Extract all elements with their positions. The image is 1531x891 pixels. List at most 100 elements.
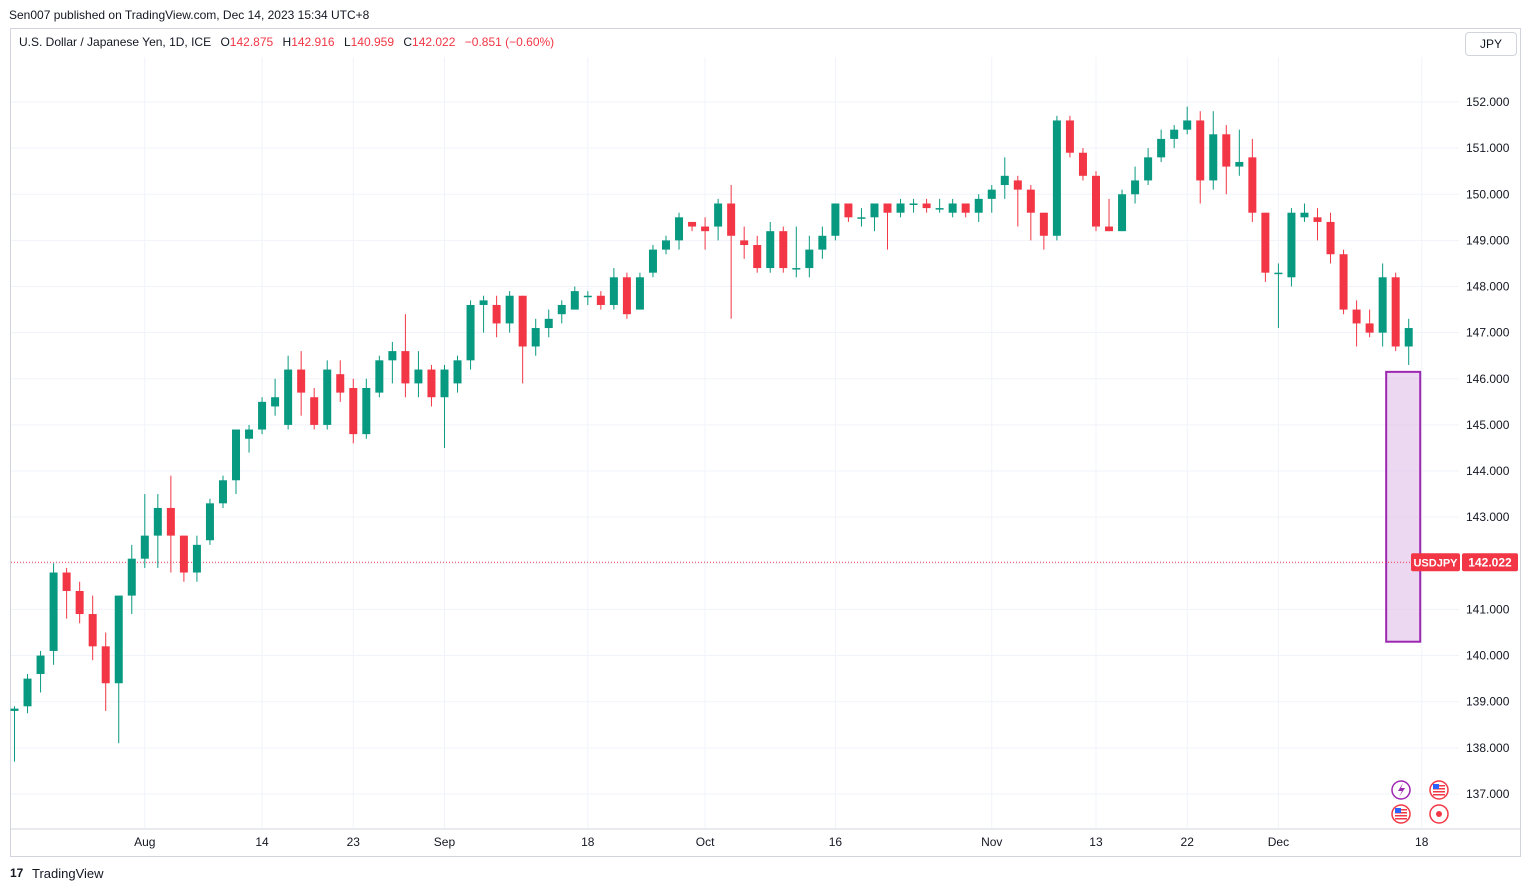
candle-body[interactable] (1391, 277, 1400, 347)
candle-body[interactable] (401, 351, 410, 384)
candle-body[interactable] (1144, 157, 1153, 181)
candle-body[interactable] (349, 388, 358, 435)
candle-body[interactable] (440, 369, 449, 398)
candle-body[interactable] (1300, 212, 1309, 218)
candle-body[interactable] (1248, 157, 1257, 213)
candle-body[interactable] (10, 708, 19, 711)
candle-body[interactable] (1287, 212, 1296, 278)
candle-body[interactable] (1326, 221, 1335, 255)
candle-body[interactable] (831, 203, 840, 236)
candle-body[interactable] (127, 558, 136, 596)
candle-body[interactable] (662, 240, 670, 250)
candle-body[interactable] (323, 369, 332, 425)
us-flag-event-icon[interactable] (1429, 780, 1449, 800)
candle-body[interactable] (896, 203, 905, 213)
candle-body[interactable] (1209, 134, 1218, 181)
candle-body[interactable] (857, 217, 866, 219)
candle-body[interactable] (271, 397, 280, 407)
candle-body[interactable] (909, 203, 918, 205)
candle-body[interactable] (23, 678, 32, 707)
candle-body[interactable] (740, 240, 749, 246)
candle-body[interactable] (1170, 129, 1179, 139)
candle-body[interactable] (310, 397, 319, 425)
candle-body[interactable] (140, 535, 149, 559)
legend-symbol[interactable]: U.S. Dollar / Japanese Yen, 1D, ICE (19, 35, 212, 49)
candle-body[interactable] (375, 360, 384, 393)
candle-body[interactable] (179, 535, 188, 573)
candle-body[interactable] (714, 203, 723, 227)
candle-body[interactable] (753, 245, 762, 269)
candle-body[interactable] (505, 295, 514, 324)
candle-body[interactable] (1026, 189, 1035, 213)
candle-body[interactable] (258, 401, 267, 430)
candle-body[interactable] (297, 369, 306, 393)
candle-body[interactable] (205, 503, 214, 541)
candle-body[interactable] (805, 249, 814, 269)
candle-body[interactable] (232, 429, 241, 481)
candle-body[interactable] (557, 304, 566, 315)
candle-body[interactable] (1235, 161, 1244, 167)
candle-body[interactable] (531, 328, 540, 347)
candle-body[interactable] (88, 614, 97, 647)
candle-body[interactable] (466, 304, 475, 361)
candle-body[interactable] (388, 351, 397, 361)
candle-body[interactable] (1404, 328, 1413, 347)
candle-body[interactable] (36, 655, 45, 675)
candle-body[interactable] (336, 374, 345, 393)
candle-body[interactable] (883, 203, 892, 213)
candle-body[interactable] (1039, 212, 1048, 236)
candle-body[interactable] (1091, 175, 1100, 227)
candle-body[interactable] (1378, 277, 1387, 333)
candle-body[interactable] (1313, 217, 1322, 222)
highlight-rectangle[interactable] (1385, 370, 1422, 643)
candle-body[interactable] (648, 249, 657, 273)
candle-body[interactable] (166, 507, 175, 536)
candle-body[interactable] (844, 203, 853, 218)
currency-button[interactable]: JPY (1465, 32, 1517, 56)
chart-frame[interactable] (10, 28, 1521, 857)
candle-body[interactable] (1196, 120, 1205, 181)
candle-body[interactable] (596, 295, 605, 305)
candle-body[interactable] (974, 198, 983, 213)
candle-body[interactable] (1118, 194, 1127, 232)
candle-body[interactable] (362, 388, 371, 435)
candle-body[interactable] (635, 277, 644, 310)
tradingview-brand[interactable]: TradingView (32, 866, 104, 881)
candle-body[interactable] (609, 277, 618, 305)
candle-body[interactable] (414, 369, 423, 384)
candle-body[interactable] (427, 369, 436, 398)
candle-body[interactable] (1013, 180, 1022, 190)
candle-body[interactable] (948, 203, 957, 213)
candle-body[interactable] (62, 572, 71, 591)
candle-body[interactable] (818, 235, 827, 250)
candle-body[interactable] (570, 291, 579, 310)
candle-body[interactable] (1000, 175, 1009, 186)
candle-body[interactable] (583, 295, 592, 298)
candle-body[interactable] (544, 318, 553, 329)
candle-body[interactable] (114, 595, 123, 684)
candle-body[interactable] (75, 590, 84, 615)
candle-body[interactable] (701, 226, 710, 232)
candle-body[interactable] (622, 277, 631, 315)
candle-body[interactable] (779, 231, 788, 269)
candle-body[interactable] (1065, 120, 1074, 153)
candle-body[interactable] (1261, 212, 1270, 273)
candle-body[interactable] (1183, 120, 1192, 130)
candle-body[interactable] (1274, 272, 1283, 275)
us-flag-event-icon[interactable] (1391, 804, 1411, 824)
candle-body[interactable] (1157, 138, 1166, 158)
tradingview-logo-icon[interactable]: 17 (10, 866, 24, 880)
candle-body[interactable] (1352, 309, 1361, 324)
candle-body[interactable] (1052, 120, 1061, 236)
candle-body[interactable] (1365, 323, 1374, 333)
candle-body[interactable] (1131, 180, 1140, 195)
candle-body[interactable] (1078, 152, 1087, 176)
candle-body[interactable] (987, 189, 996, 199)
candle-body[interactable] (1222, 134, 1231, 167)
candle-body[interactable] (153, 507, 162, 536)
candle-body[interactable] (479, 300, 488, 305)
candle-body[interactable] (675, 217, 684, 241)
candle-body[interactable] (1339, 254, 1348, 310)
candle-body[interactable] (192, 544, 201, 573)
